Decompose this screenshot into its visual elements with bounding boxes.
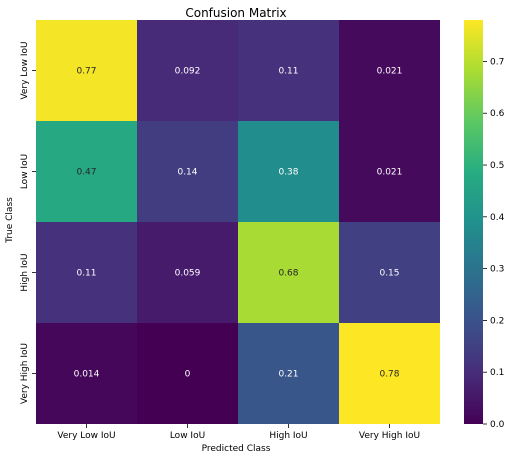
colorbar-tick-label: 0.2 — [490, 316, 504, 326]
heatmap-cell — [137, 222, 238, 323]
cell-value-label: 0.14 — [177, 168, 197, 178]
y-axis-ticks: Very Low IoU Low IoU High IoU Very High IoU — [20, 41, 36, 404]
heatmap-cell — [137, 323, 238, 424]
heatmap-cell — [36, 222, 137, 323]
colorbar-tick-label: 0.4 — [490, 213, 505, 223]
colorbar-gradient — [464, 20, 483, 424]
heatmap-cell — [339, 20, 440, 121]
colorbar-tick-label: 0.0 — [490, 420, 505, 430]
heatmap-cell — [339, 121, 440, 222]
colorbar-tick-label: 0.5 — [490, 161, 504, 171]
heatmap-cell — [36, 121, 137, 222]
cell-value-label: 0.21 — [278, 370, 298, 380]
cell-value-label: 0.47 — [76, 168, 96, 178]
cell-value-label: 0.38 — [278, 168, 298, 178]
cell-value-label: 0 — [185, 370, 191, 380]
heatmap-cell — [238, 121, 339, 222]
heatmap-cell — [339, 222, 440, 323]
heatmap-cell — [137, 121, 238, 222]
x-axis-label: Predicted Class — [202, 444, 271, 454]
colorbar-tick-label: 0.1 — [490, 368, 504, 378]
heatmap-cell — [238, 20, 339, 121]
colorbar-tick-label: 0.3 — [490, 265, 504, 275]
heatmap-cell — [137, 20, 238, 121]
cell-value-label: 0.059 — [175, 269, 201, 279]
x-tick-label: Very High IoU — [359, 431, 420, 441]
cell-value-label: 0.78 — [379, 370, 399, 380]
cell-value-label: 0.11 — [278, 67, 298, 77]
x-tick-label: High IoU — [269, 431, 307, 441]
y-tick-label: Low IoU — [20, 154, 30, 189]
cell-value-label: 0.68 — [278, 269, 298, 279]
heatmap-cell — [238, 222, 339, 323]
x-tick-label: Low IoU — [170, 431, 205, 441]
colorbar-tick-label: 0.7 — [490, 57, 504, 67]
colorbar-tick-label: 0.6 — [490, 109, 505, 119]
y-tick-label: Very High IoU — [20, 343, 30, 404]
colorbar-ticks: 0.0 0.1 0.2 0.3 0.4 0.5 0.6 0.7 — [483, 57, 505, 430]
chart-title: Confusion Matrix — [185, 6, 286, 20]
cell-value-label: 0.021 — [377, 168, 403, 178]
heatmap-cells: 0.77 0.092 0.11 0.021 0.47 0.14 0.38 0.021 0.11 0… — [36, 20, 440, 424]
y-tick-label: High IoU — [20, 253, 30, 291]
cell-value-label: 0.15 — [379, 269, 399, 279]
heatmap-cell — [36, 20, 137, 121]
heatmap-cell — [238, 323, 339, 424]
cell-value-label: 0.11 — [76, 269, 96, 279]
x-tick-label: Very Low IoU — [57, 431, 115, 441]
colorbar: 0.0 0.1 0.2 0.3 0.4 0.5 0.6 0.7 — [464, 20, 505, 430]
cell-value-label: 0.77 — [76, 67, 96, 77]
cell-value-label: 0.021 — [377, 67, 403, 77]
y-axis-label: True Class — [5, 197, 15, 244]
heatmap-cell — [36, 323, 137, 424]
heatmap-cell — [339, 323, 440, 424]
y-tick-label: Very Low IoU — [20, 41, 30, 99]
x-axis-ticks: Very Low IoU Low IoU High IoU Very High IoU — [57, 424, 420, 441]
cell-value-label: 0.014 — [74, 370, 100, 380]
cell-value-label: 0.092 — [175, 67, 201, 77]
